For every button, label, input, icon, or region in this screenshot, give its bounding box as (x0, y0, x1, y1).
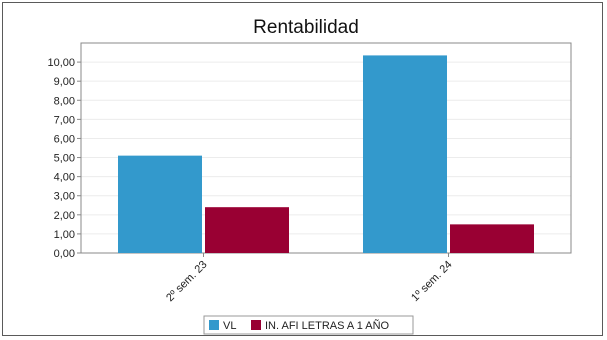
bars (118, 55, 534, 254)
y-tick-label: 10,00 (47, 57, 75, 69)
y-tick-label: 0,00 (54, 248, 75, 260)
y-tick-label: 6,00 (54, 133, 75, 145)
bar-vl-0 (118, 155, 202, 253)
bar-vl-1 (363, 55, 447, 254)
y-tick-label: 7,00 (54, 114, 75, 126)
y-tick-label: 1,00 (54, 229, 75, 241)
y-tick-label: 4,00 (54, 172, 75, 184)
y-tick-label: 8,00 (54, 95, 75, 107)
x-tick-label: 1º sem. 24 (409, 259, 454, 304)
chart-frame (2, 2, 603, 336)
y-tick-label: 9,00 (54, 76, 75, 88)
y-tick-label: 2,00 (54, 210, 75, 222)
x-tick-labels: 2º sem. 23 1º sem. 24 (164, 259, 454, 304)
y-tick-label: 5,00 (54, 153, 75, 165)
legend-label: IN. AFI LETRAS A 1 AÑO (265, 319, 390, 332)
chart-title: Rentabilidad (253, 17, 359, 38)
bar-index-1 (450, 224, 534, 253)
bar-index-0 (205, 207, 289, 253)
legend: VL IN. AFI LETRAS A 1 AÑO (203, 315, 414, 335)
axes (77, 42, 572, 257)
legend-swatch (209, 320, 219, 330)
y-tick-labels: 0,00 1,00 2,00 3,00 4,00 5,00 6,00 7,00 8,00 9,00… (47, 57, 75, 260)
legend-swatch (251, 320, 261, 330)
plot-area-border (80, 42, 572, 254)
x-tick-label: 2º sem. 23 (164, 259, 209, 304)
legend-label: VL (223, 320, 236, 332)
y-tick-label: 3,00 (54, 191, 75, 203)
